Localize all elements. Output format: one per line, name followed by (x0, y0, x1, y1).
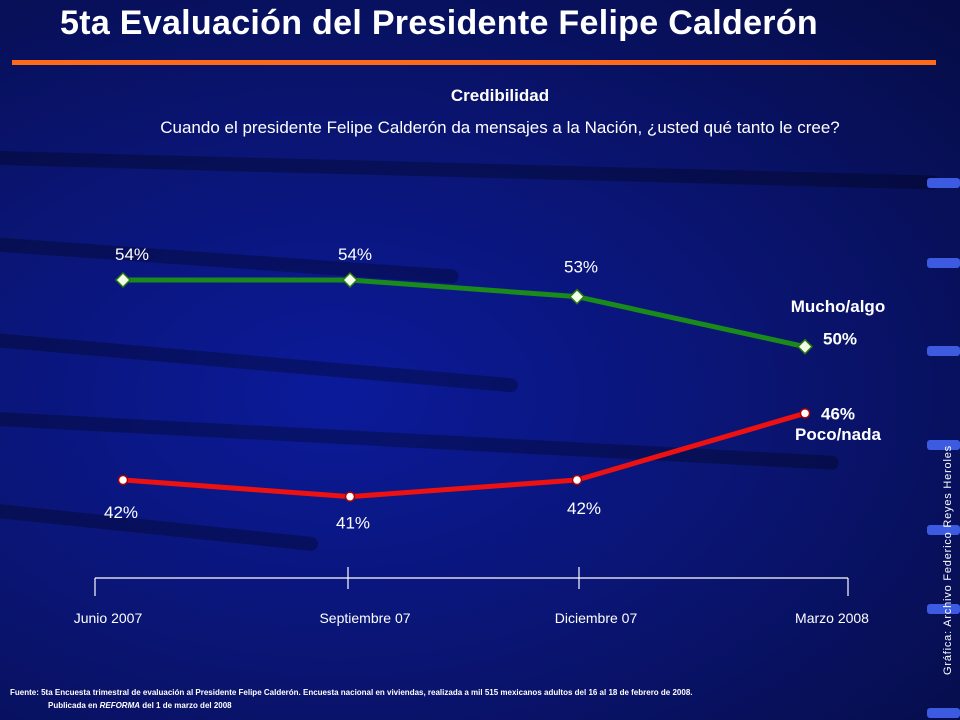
source-note: Fuente: 5ta Encuesta trimestral de evalu… (10, 688, 693, 697)
data-point-circle (799, 408, 811, 419)
series-line-mucho-algo (120, 277, 808, 350)
data-label: 42% (104, 503, 138, 522)
edge-bar (927, 346, 960, 356)
edge-bar (927, 525, 960, 535)
publication-name: REFORMA (99, 701, 141, 710)
edge-bar (927, 178, 960, 188)
data-point-circle (117, 474, 129, 486)
data-label: 53% (564, 258, 598, 277)
publication-suffix: del 1 de marzo del 2008 (140, 701, 232, 710)
data-point-diamond (114, 271, 132, 289)
side-credit: Gráfica: Archivo Federico Reyes Heroles (942, 445, 954, 675)
edge-bar (927, 604, 960, 614)
data-label: 41% (336, 514, 370, 533)
publication-prefix: Publicada en (48, 701, 100, 710)
data-label: 46% (821, 404, 855, 423)
edge-bar (927, 440, 960, 450)
data-point-diamond (568, 288, 586, 305)
x-tick-label: Marzo 2008 (795, 610, 869, 626)
survey-question: Cuando el presidente Felipe Calderón da … (160, 118, 840, 137)
edge-bar (927, 708, 960, 718)
publication-note: Publicada en REFORMA del 1 de marzo del … (48, 701, 232, 710)
data-label: 54% (338, 245, 372, 264)
chart-title: Credibilidad (450, 86, 550, 105)
data-label: 42% (567, 499, 601, 518)
data-point-circle (571, 474, 583, 486)
data-label: 50% (823, 330, 857, 349)
data-point-diamond (796, 338, 814, 355)
data-label: 54% (115, 245, 149, 264)
series-line-poco-nada (120, 410, 808, 500)
series-label-poco-nada: Poco/nada (795, 425, 882, 444)
series-label-mucho-algo: Mucho/algo (791, 297, 885, 316)
edge-bar (927, 258, 960, 268)
x-tick-label: Diciembre 07 (555, 610, 638, 626)
x-tick-label: Junio 2007 (74, 610, 143, 626)
page-title: 5ta Evaluación del Presidente Felipe Cal… (60, 4, 818, 42)
title-underline (12, 60, 936, 65)
data-point-circle (344, 491, 356, 502)
x-tick-label: Septiembre 07 (319, 610, 410, 626)
data-point-diamond (341, 271, 359, 289)
